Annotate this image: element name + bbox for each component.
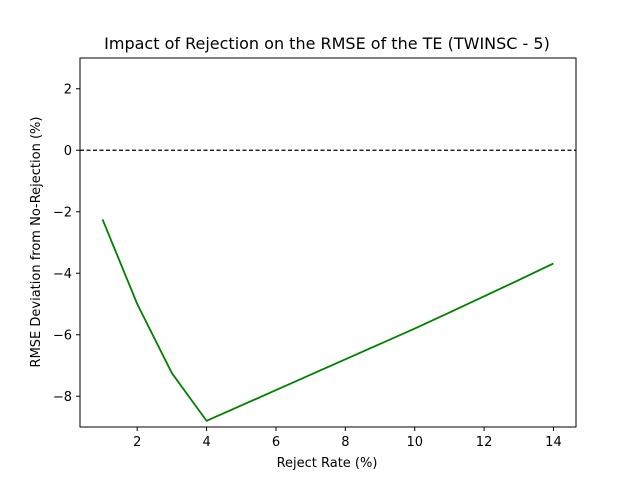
y-tick-label: −8 [53,390,72,405]
x-tick-label: 10 [406,435,423,450]
series-line-0 [101,219,554,422]
y-tick-label: −2 [53,205,72,220]
x-tick-label: 8 [341,435,349,450]
x-tick-label: 14 [545,435,562,450]
x-tick-label: 12 [476,435,493,450]
y-tick-label: −4 [53,267,72,282]
y-tick-label: 2 [64,82,72,97]
x-tick-label: 2 [133,435,141,450]
y-tick-label: −6 [53,328,72,343]
x-tick-label: 4 [202,435,210,450]
x-tick-label: 6 [272,435,280,450]
x-axis-label: Reject Rate (%) [277,456,378,471]
chart-title: Impact of Rejection on the RMSE of the T… [104,34,550,53]
plot-area: 2 4 6 8 10 12 14 −8 −6 −4 −2 0 2 [53,57,577,450]
y-axis-label: RMSE Deviation from No-Rejection (%) [29,117,44,368]
axes-frame [79,57,577,428]
y-tick-label: 0 [64,144,72,159]
